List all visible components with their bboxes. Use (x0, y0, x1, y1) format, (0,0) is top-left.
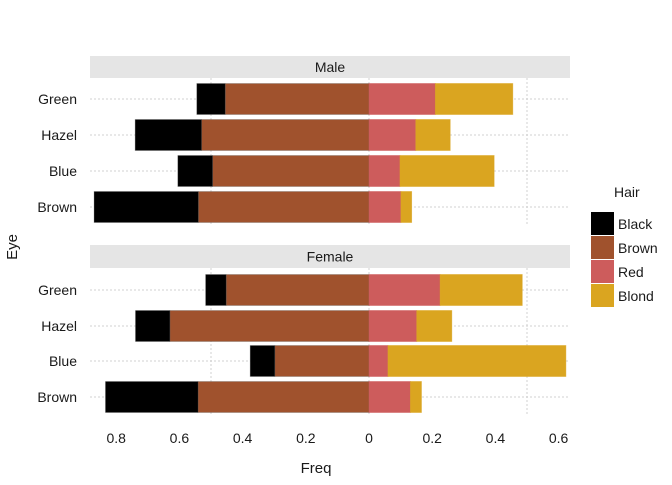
bar-brown-blue (274, 345, 370, 377)
bar-brown-blue (212, 155, 370, 187)
bar-brown-hazel (169, 310, 370, 342)
legend-swatch-red (591, 260, 614, 283)
bar-red-green (368, 83, 436, 115)
facet-label: Female (307, 249, 354, 265)
panel-male: Male Green Hazel Blue Brown (37, 56, 570, 225)
x-tick-label: 0.6 (170, 430, 190, 446)
x-tick-label: 0.2 (422, 430, 442, 446)
legend-swatch-brown (591, 236, 614, 259)
x-tick-label: 0.4 (233, 430, 253, 446)
bar-red-green (368, 274, 441, 306)
x-tick-label: 0.4 (486, 430, 506, 446)
facet-strip (90, 245, 570, 268)
x-axis-label: Freq (301, 460, 332, 477)
legend: Hair Black Brown Red Blond (591, 184, 658, 307)
legend-label-brown: Brown (618, 240, 658, 256)
legend-title: Hair (614, 184, 640, 200)
x-tick-label: 0.8 (106, 430, 126, 446)
x-tick-label: 0 (365, 430, 373, 446)
y-axis-label: Eye (4, 234, 21, 260)
bar-brown-green (224, 83, 370, 115)
panel-female: Female Green Hazel Blue Brown (37, 245, 570, 415)
bar-red-brown (368, 381, 411, 413)
bar-black-brown (93, 191, 199, 223)
bar-blond-hazel (415, 119, 451, 151)
y-tick-label: Blue (49, 163, 77, 179)
bar-black-hazel (135, 310, 171, 342)
legend-swatch-black (591, 212, 614, 235)
bar-red-blue (368, 345, 389, 377)
facet-strip (90, 56, 570, 78)
y-tick-label: Blue (49, 353, 77, 369)
bar-black-green (205, 274, 227, 306)
y-tick-label: Green (38, 91, 77, 107)
bar-brown-brown (197, 381, 370, 413)
bar-blond-brown (400, 191, 413, 223)
x-axis: 0.8 0.6 0.4 0.2 0 0.2 0.4 0.6 (106, 430, 568, 446)
bar-blond-blue (387, 345, 567, 377)
x-tick-label: 0.2 (296, 430, 316, 446)
bar-blond-green (434, 83, 514, 115)
legend-label-red: Red (618, 264, 644, 280)
bar-blond-brown (409, 381, 422, 413)
y-tick-label: Brown (37, 199, 77, 215)
bar-brown-brown (197, 191, 370, 223)
bar-red-hazel (368, 119, 417, 151)
bar-red-brown (368, 191, 402, 223)
bar-red-hazel (368, 310, 418, 342)
legend-label-blond: Blond (618, 288, 654, 304)
bar-black-blue (249, 345, 276, 377)
legend-label-black: Black (618, 216, 653, 232)
bar-brown-green (225, 274, 370, 306)
y-tick-label: Green (38, 282, 77, 298)
bar-blond-green (439, 274, 523, 306)
bar-red-blue (368, 155, 401, 187)
bar-blond-hazel (416, 310, 453, 342)
bar-black-brown (105, 381, 199, 413)
bar-black-hazel (134, 119, 202, 151)
x-tick-label: 0.6 (549, 430, 569, 446)
bar-black-blue (177, 155, 213, 187)
y-tick-label: Hazel (41, 318, 77, 334)
panels: Male Green Hazel Blue Brown Female Green Hazel B… (37, 56, 570, 415)
bar-blond-blue (399, 155, 495, 187)
bar-black-green (196, 83, 226, 115)
bar-brown-hazel (201, 119, 370, 151)
legend-swatch-blond (591, 284, 614, 307)
y-tick-label: Hazel (41, 127, 77, 143)
y-tick-label: Brown (37, 389, 77, 405)
facet-label: Male (315, 59, 346, 75)
